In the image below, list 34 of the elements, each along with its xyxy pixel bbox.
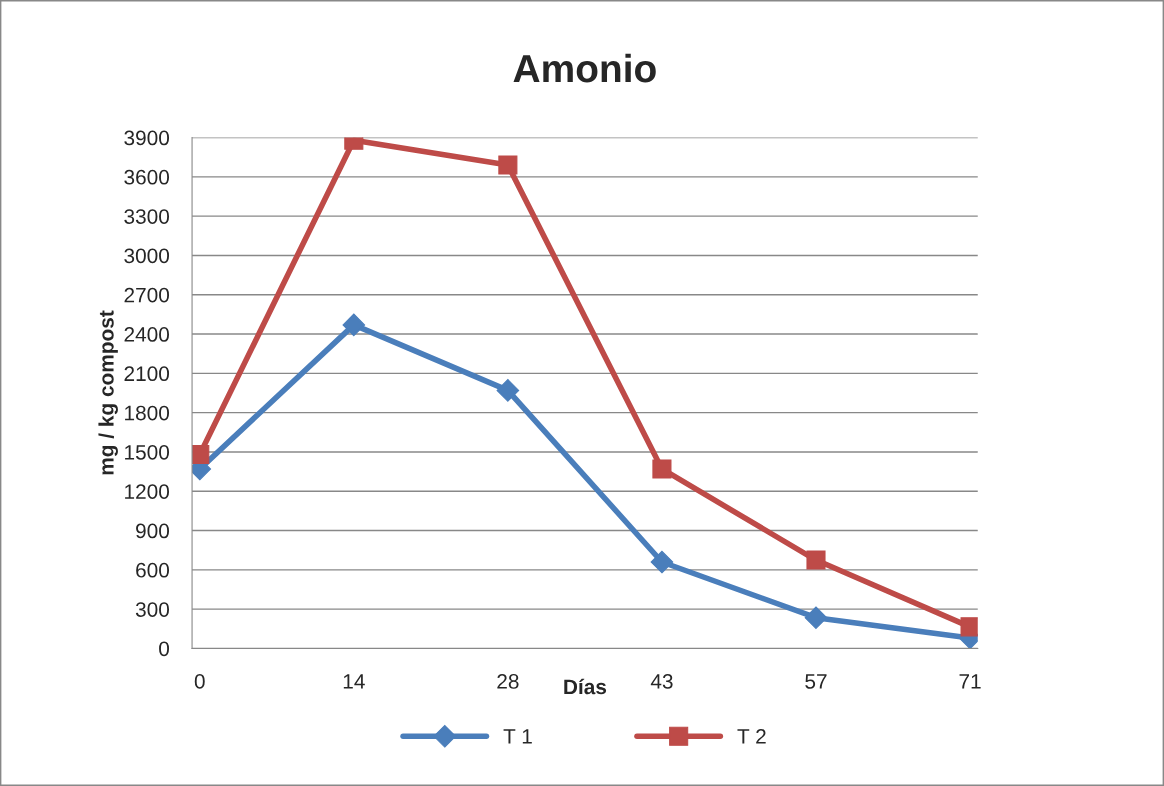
chart-title: Amonio: [513, 53, 656, 83]
point: [496, 379, 520, 402]
point: [960, 617, 978, 637]
y-tick-label: 0: [159, 641, 170, 657]
y-tick-label: 3000: [124, 248, 170, 264]
y-tick-label: 2700: [124, 287, 170, 303]
y-tick-label: 3600: [124, 169, 170, 185]
y-tick-label: 1500: [125, 444, 170, 460]
point: [806, 550, 826, 570]
x-axis-title: Días: [564, 678, 607, 695]
y-tick-label: 3900: [124, 130, 170, 146]
point: [650, 550, 674, 574]
x-tick-label: 28: [497, 674, 519, 689]
point: [342, 313, 366, 337]
legend-label: T 1: [503, 729, 532, 744]
y-tick-label: 900: [136, 523, 170, 539]
y-tick-label: 2100: [124, 366, 170, 382]
y-tick-label: 2400: [124, 327, 170, 342]
y-tick-label: 300: [135, 602, 170, 617]
point: [804, 606, 828, 629]
x-tick-label: 43: [650, 674, 673, 689]
x-tick-label: 71: [959, 674, 981, 689]
y-tick-label: 600: [136, 562, 170, 578]
x-tick-label: 0: [194, 674, 205, 689]
point: [498, 155, 518, 175]
point: [192, 445, 210, 465]
legend-label: T 2: [737, 729, 766, 744]
x-tick-label: 57: [805, 674, 827, 689]
x-tick-label: 14: [343, 674, 365, 689]
y-tick-label: 1200: [125, 484, 170, 499]
point: [652, 459, 672, 479]
y-axis-title: mg / kg compost: [98, 310, 118, 475]
y-tick-label: 1800: [125, 405, 170, 421]
y-tick-label: 3300: [124, 209, 170, 224]
